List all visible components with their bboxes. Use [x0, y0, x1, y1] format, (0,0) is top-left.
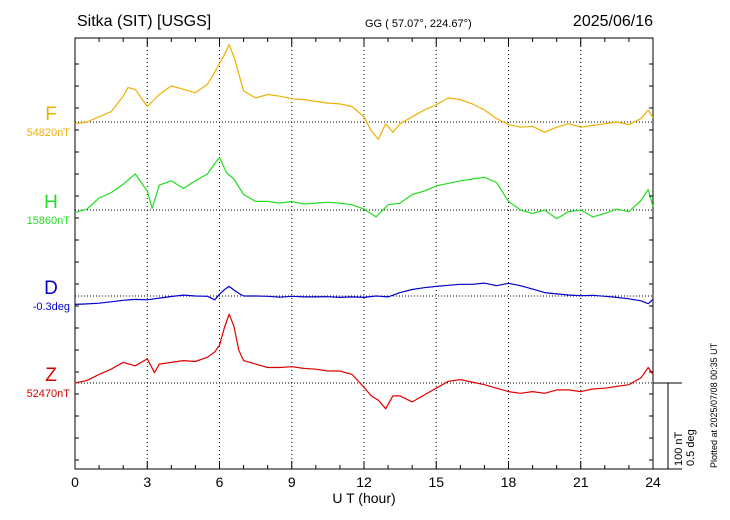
series-lines — [74, 43, 654, 410]
x-tick-label: 3 — [143, 474, 151, 490]
scale-deg-label: 0.5 deg — [685, 429, 697, 466]
x-tick-label: 6 — [216, 474, 224, 490]
grid-lines — [146, 38, 582, 469]
x-axis-ticks: 0 3 6 9 12 15 18 21 24 — [71, 38, 661, 490]
x-tick-label: 0 — [71, 474, 79, 490]
plot-date: 2025/06/16 — [573, 13, 653, 30]
x-tick-label: 15 — [428, 474, 444, 490]
x-axis-label: U T (hour) — [332, 490, 395, 506]
x-tick-label: 12 — [356, 474, 372, 490]
x-tick-label: 18 — [501, 474, 517, 490]
series-f-line — [74, 43, 654, 140]
series-z-baseline-label: 52470nT — [27, 388, 71, 400]
series-d-baseline-label: -0.3deg — [33, 301, 70, 313]
series-d-line — [74, 282, 654, 305]
station-title: Sitka (SIT) [USGS] — [77, 13, 211, 30]
series-z-line — [74, 313, 654, 410]
component-labels: F 54820nT H 15860nT D -0.3deg Z 52470nT — [27, 104, 71, 400]
station-coordinates: GG ( 57.07°, 224.67°) — [365, 18, 472, 30]
series-f-label: F — [45, 104, 57, 125]
scale-nt-label: 100 nT — [673, 431, 685, 466]
baselines — [75, 121, 653, 384]
x-tick-label: 21 — [573, 474, 589, 490]
series-h-baseline-label: 15860nT — [27, 215, 71, 227]
plotted-timestamp: Plotted at 2025/07/08 00:35 UT — [709, 342, 719, 468]
scale-bar: 100 nT 0.5 deg — [653, 382, 697, 470]
x-tick-label: 24 — [645, 474, 661, 490]
x-tick-label: 9 — [288, 474, 296, 490]
series-d-label: D — [44, 278, 58, 299]
series-h-label: H — [44, 192, 58, 213]
series-z-label: Z — [45, 365, 57, 386]
series-f-baseline-label: 54820nT — [27, 127, 71, 139]
series-h-line — [74, 156, 654, 220]
